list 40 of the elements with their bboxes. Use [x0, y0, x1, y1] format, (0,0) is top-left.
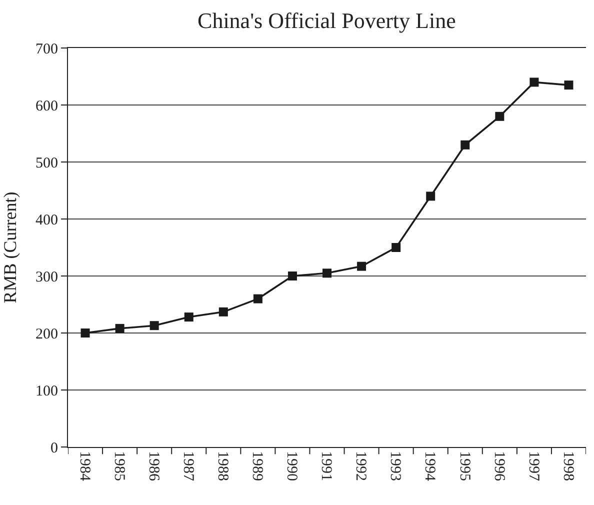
point: [495, 112, 504, 121]
point: [288, 272, 297, 280]
x-tick-label: 1993: [387, 451, 404, 481]
point: [426, 192, 436, 201]
y-tick-label: 200: [36, 326, 58, 342]
point: [218, 307, 228, 316]
y-axis-title: RMB (Current): [0, 192, 20, 304]
point: [253, 294, 262, 304]
point: [392, 243, 401, 252]
y-tick-label: 500: [36, 155, 58, 172]
x-tick-label: 1986: [145, 451, 162, 482]
x-tick-label: 1995: [456, 451, 472, 481]
x-tick-label: 1987: [180, 451, 196, 482]
point: [564, 80, 574, 90]
x-tick-label: 1998: [560, 451, 576, 481]
x-tick-label: 1991: [318, 451, 334, 481]
y-tick-label: 300: [36, 269, 58, 286]
x-tick-label: 1988: [214, 451, 231, 481]
point: [115, 324, 124, 333]
y-tick-label: 600: [36, 98, 58, 114]
y-tick-label: 0: [50, 440, 58, 456]
point: [80, 328, 90, 338]
point: [322, 268, 332, 278]
x-tick-label: 1984: [76, 451, 92, 482]
x-tick-label: 1997: [525, 451, 542, 482]
point: [460, 140, 470, 150]
x-tick-label: 1990: [284, 451, 300, 481]
x-tick-label: 1989: [249, 451, 266, 481]
y-tick-label: 700: [36, 41, 58, 58]
point: [530, 78, 539, 87]
point: [150, 321, 159, 330]
x-tick-label: 1994: [422, 451, 438, 482]
x-tick-label: 1996: [490, 451, 507, 482]
y-tick-label: 100: [36, 383, 58, 400]
x-tick-label: 1985: [110, 451, 127, 481]
chart-title: China's Official Poverty Line: [198, 8, 456, 34]
point: [184, 312, 194, 322]
point: [357, 262, 366, 271]
x-tick-label: 1992: [352, 451, 369, 481]
y-tick-label: 400: [36, 212, 58, 228]
